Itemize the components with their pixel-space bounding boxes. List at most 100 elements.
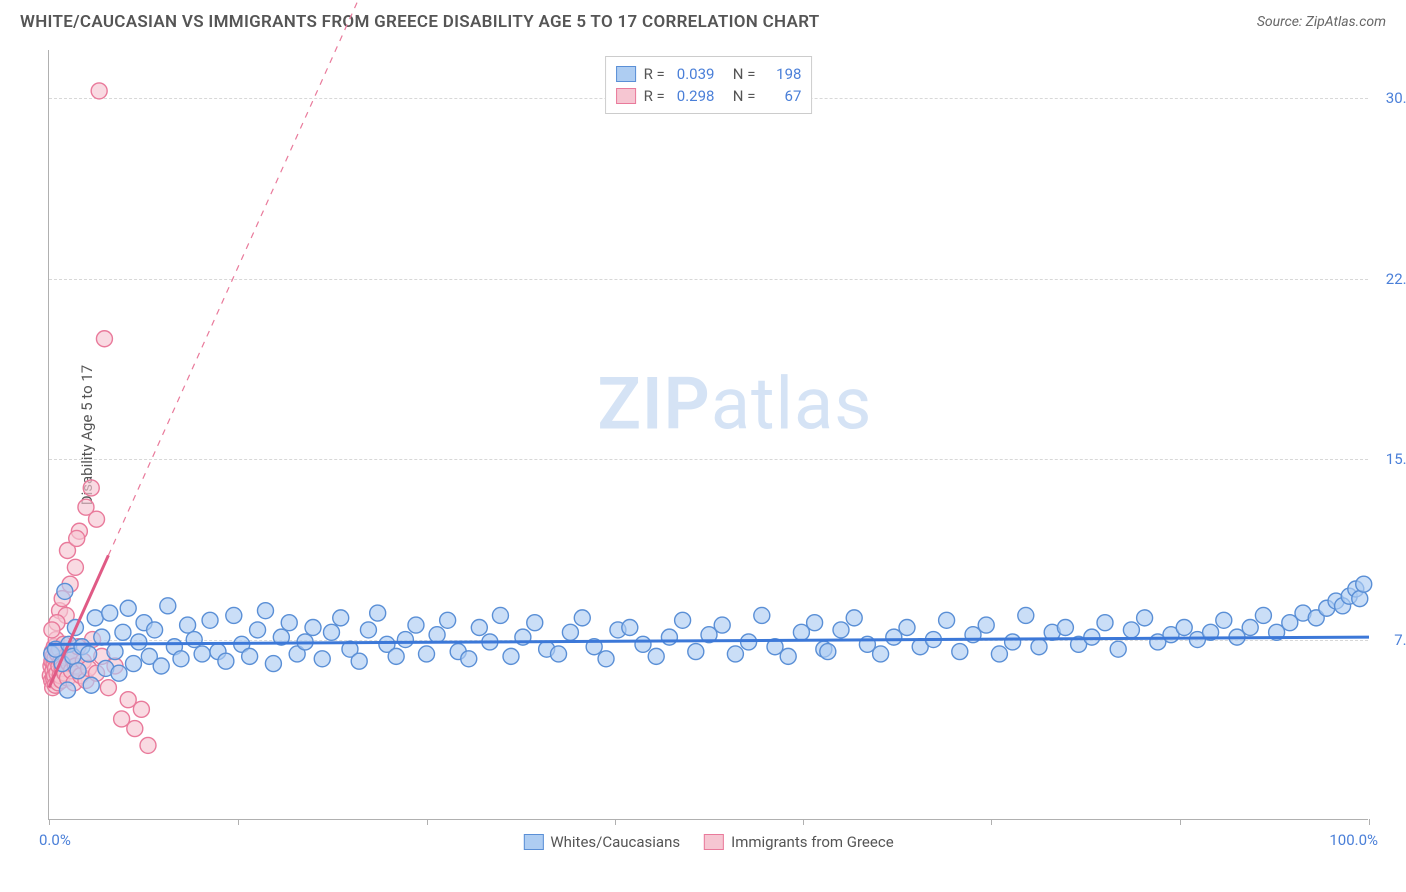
source-credit: Source: ZipAtlas.com: [1257, 14, 1386, 30]
scatter-svg: [49, 50, 1368, 819]
legend-n-label: N =: [733, 65, 756, 83]
x-tick: [238, 819, 239, 825]
data-point: [1356, 576, 1372, 592]
data-point: [714, 617, 730, 633]
data-point: [1137, 610, 1153, 626]
data-point: [440, 612, 456, 628]
data-point: [952, 644, 968, 660]
data-point: [978, 617, 994, 633]
data-point: [1005, 634, 1021, 650]
data-point: [107, 644, 123, 660]
data-point: [360, 622, 376, 638]
data-point: [242, 648, 258, 664]
data-point: [102, 605, 118, 621]
data-point: [96, 331, 112, 347]
y-tick-label: 22.5%: [1376, 270, 1406, 288]
legend-swatch: [704, 834, 724, 850]
data-point: [471, 620, 487, 636]
data-point: [820, 644, 836, 660]
legend-stat-row: R =0.039N =198: [616, 63, 802, 85]
y-tick-label: 7.5%: [1376, 631, 1406, 649]
x-tick: [991, 819, 992, 825]
legend-n-label: N =: [733, 87, 756, 105]
data-point: [91, 83, 107, 99]
data-point: [1123, 622, 1139, 638]
data-point: [574, 610, 590, 626]
data-point: [939, 612, 955, 628]
data-point: [194, 646, 210, 662]
legend-stats: R =0.039N =198R =0.298N =67: [605, 56, 813, 114]
x-axis-label-min: 0.0%: [39, 831, 71, 849]
x-tick: [1180, 819, 1181, 825]
data-point: [1352, 591, 1368, 607]
legend-r-value: 0.039: [677, 65, 725, 83]
data-point: [492, 607, 508, 623]
data-point: [81, 646, 97, 662]
data-point: [503, 648, 519, 664]
data-point: [323, 624, 339, 640]
data-point: [83, 677, 99, 693]
data-point: [727, 646, 743, 662]
data-point: [1018, 607, 1034, 623]
x-tick: [49, 819, 50, 825]
data-point: [147, 622, 163, 638]
data-point: [1031, 639, 1047, 655]
source-label: Source:: [1257, 14, 1302, 30]
chart-title: WHITE/CAUCASIAN VS IMMIGRANTS FROM GREEC…: [20, 12, 820, 32]
x-tick: [615, 819, 616, 825]
data-point: [257, 603, 273, 619]
data-point: [153, 658, 169, 674]
x-tick: [427, 819, 428, 825]
data-point: [173, 651, 189, 667]
legend-series-label: Immigrants from Greece: [731, 833, 894, 851]
data-point: [115, 624, 131, 640]
data-point: [1255, 607, 1271, 623]
data-point: [83, 480, 99, 496]
data-point: [1057, 620, 1073, 636]
legend-stat-row: R =0.298N =67: [616, 85, 802, 107]
data-point: [551, 646, 567, 662]
data-point: [1216, 612, 1232, 628]
data-point: [44, 622, 60, 638]
data-point: [100, 680, 116, 696]
data-point: [370, 605, 386, 621]
legend-swatch: [523, 834, 543, 850]
plot-area: Disability Age 5 to 17 ZIPatlas 7.5%15.0…: [48, 50, 1368, 820]
data-point: [635, 636, 651, 652]
source-name: ZipAtlas.com: [1306, 14, 1386, 30]
data-point: [202, 612, 218, 628]
data-point: [598, 651, 614, 667]
data-point: [125, 656, 141, 672]
data-point: [408, 617, 424, 633]
data-point: [527, 615, 543, 631]
data-point: [111, 665, 127, 681]
data-point: [89, 511, 105, 527]
data-point: [648, 648, 664, 664]
data-point: [780, 648, 796, 664]
legend-series-item: Whites/Caucasians: [523, 833, 680, 851]
trend-line-dashed: [108, 0, 379, 555]
title-bar: WHITE/CAUCASIAN VS IMMIGRANTS FROM GREEC…: [20, 12, 1386, 32]
x-tick: [1369, 819, 1370, 825]
data-point: [333, 610, 349, 626]
data-point: [461, 651, 477, 667]
data-point: [807, 615, 823, 631]
y-tick-label: 30.0%: [1376, 89, 1406, 107]
legend-series-item: Immigrants from Greece: [704, 833, 894, 851]
data-point: [429, 627, 445, 643]
data-point: [314, 651, 330, 667]
data-point: [419, 646, 435, 662]
data-point: [226, 607, 242, 623]
data-point: [160, 598, 176, 614]
legend-n-value: 67: [767, 87, 801, 105]
data-point: [622, 620, 638, 636]
data-point: [87, 610, 103, 626]
data-point: [1110, 641, 1126, 657]
data-point: [69, 530, 85, 546]
data-point: [351, 653, 367, 669]
data-point: [57, 583, 73, 599]
data-point: [675, 612, 691, 628]
data-point: [562, 624, 578, 640]
data-point: [70, 663, 86, 679]
data-point: [127, 721, 143, 737]
